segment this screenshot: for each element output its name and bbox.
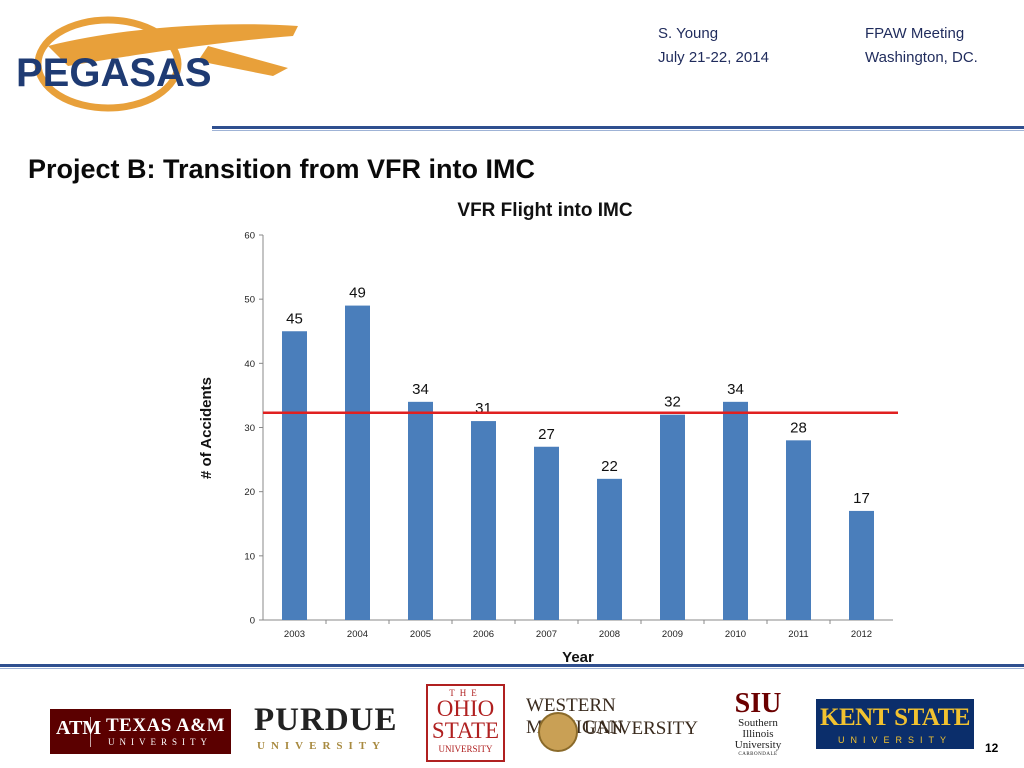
header-left: S. Young July 21-22, 2014 [658,22,769,70]
x-tick-label: 2009 [662,629,683,640]
texas-am-sub: UNIVERSITY [108,737,212,747]
siu-name: SIU [734,688,782,719]
header-divider-thin [212,130,1024,131]
osu-the: THE [449,688,482,698]
x-axis-label: Year [562,649,594,666]
siu-lines: Southern Illinois University [726,718,790,751]
texas-am-logo: ATM TEXAS A&M UNIVERSITY [50,709,231,754]
kent-state-logo: KENT STATE UNIVERSITY [816,699,974,749]
siu-line3: University [734,739,782,751]
data-label: 34 [412,381,429,398]
bar [660,414,685,620]
y-tick-label: 30 [244,423,255,434]
logo-wing-shape [48,24,298,66]
header-divider [212,126,1024,129]
logo-ring-shape [34,16,182,112]
kent-sub: UNIVERSITY [837,735,952,745]
texas-am-name: TEXAS A&M [106,715,226,736]
x-tick-label: 2010 [725,629,746,640]
data-label: 28 [790,419,807,436]
data-label: 34 [727,381,744,398]
page-number: 12 [985,741,999,755]
data-label: 45 [286,310,303,327]
siu-line2: Illinois [742,728,774,740]
event-name: FPAW Meeting [865,25,965,42]
osu-university: UNIVERSITY [438,744,493,754]
y-tick-label: 20 [244,487,255,498]
slide-title: Project B: Transition from VFR into IMC [28,154,536,184]
y-tick-label: 60 [244,231,255,242]
data-label: 22 [601,458,618,475]
x-tick-label: 2006 [473,629,494,640]
x-tick-label: 2003 [284,629,305,640]
plot-area: 0 10 20 30 40 50 60 45 2003 49 2004 34 2005 31 2006 27 2… [244,231,898,640]
osu-state: STATE [431,718,500,743]
footer-divider [0,664,1024,667]
presentation-date: July 21-22, 2014 [658,49,769,66]
x-tick-label: 2004 [347,629,368,640]
bar [534,446,559,620]
purdue-name: PURDUE [254,702,398,738]
data-label: 32 [664,394,681,411]
data-label: 17 [853,490,870,507]
siu-logo: SIU Southern Illinois University CARBOND… [726,688,790,762]
x-tick-label: 2012 [851,629,872,640]
bar [597,478,622,620]
y-tick-label: 50 [244,295,255,306]
chart-title: VFR Flight into IMC [457,200,632,221]
bar-chart: VFR Flight into IMC # of Accidents Year … [198,200,898,666]
pegasas-logo: PEGASAS [16,16,298,112]
wmu-line2: UNIVERSITY [584,718,698,739]
event-location: Washington, DC. [865,49,978,66]
siu-line1: Southern [738,717,778,729]
y-tick-label: 40 [244,359,255,370]
siu-line4: CARBONDALE [738,752,778,757]
bar [282,331,307,620]
atm-mark-icon: ATM [56,717,101,747]
logo-tail-shape [198,46,288,76]
purdue-logo: PURDUE UNIVERSITY [254,700,397,758]
y-tick-label: 0 [250,616,255,627]
header-right: FPAW Meeting Washington, DC. [865,22,978,70]
bar [723,401,748,620]
presenter-name: S. Young [658,25,719,42]
bar [345,305,370,620]
kent-name: KENT STATE [820,704,970,731]
y-tick-label: 10 [244,551,255,562]
bar [849,510,874,620]
data-label: 27 [538,426,555,443]
bar [471,421,496,620]
wmu-seal-icon [538,712,578,752]
western-michigan-logo: WESTERN MICHIGAN UNIVERSITY [522,688,712,758]
bar [408,401,433,620]
purdue-sub: UNIVERSITY [257,740,387,752]
data-label: 31 [475,400,492,417]
x-tick-label: 2008 [599,629,620,640]
logo-text: PEGASAS [16,51,212,95]
ohio-state-logo: THE OHIO STATE UNIVERSITY [426,684,505,762]
x-tick-label: 2007 [536,629,557,640]
x-tick-label: 2005 [410,629,431,640]
bar [786,440,811,620]
x-tick-label: 2011 [788,629,808,640]
data-label: 49 [349,285,366,302]
y-axis-label: # of Accidents [198,377,215,479]
osu-ohio: OHIO [436,696,495,721]
footer-divider-thin [0,668,1024,669]
